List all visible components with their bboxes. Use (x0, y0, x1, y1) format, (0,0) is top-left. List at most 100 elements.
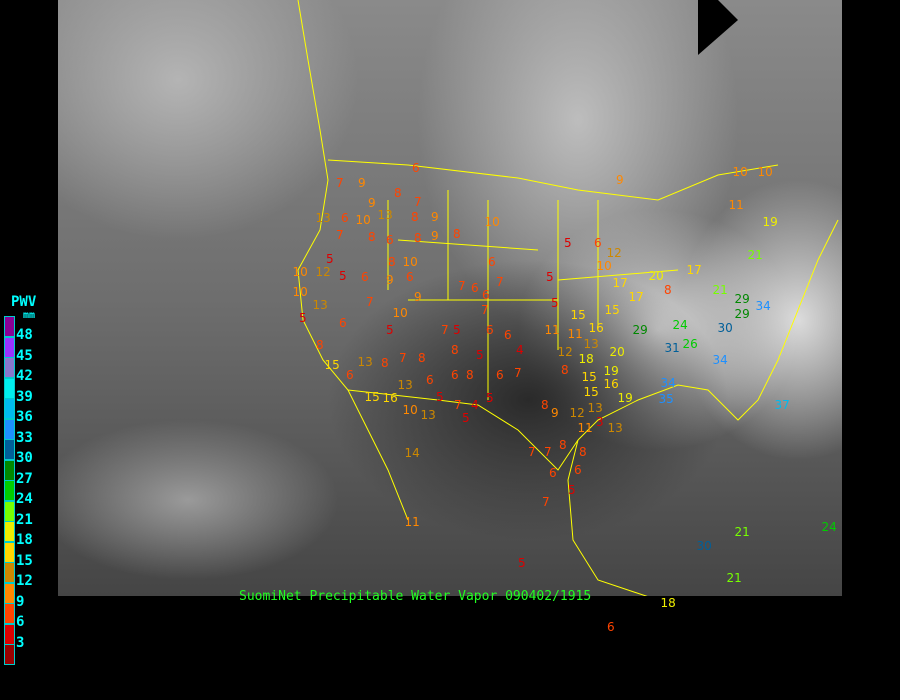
station-pwv-value: 7 (528, 444, 536, 459)
station-pwv-value: 17 (686, 262, 702, 277)
station-pwv-value: 5 (546, 269, 554, 284)
station-pwv-value: 11 (404, 514, 420, 529)
state-lines (387, 190, 679, 400)
station-pwv-value: 35 (658, 391, 674, 406)
station-pwv-value: 6 (504, 327, 512, 342)
station-pwv-value: 6 (361, 269, 369, 284)
legend-label: 9 (16, 593, 25, 610)
station-pwv-value: 9 (358, 175, 366, 190)
station-pwv-value: 7 (366, 294, 374, 309)
station-pwv-value: 21 (712, 282, 728, 297)
station-pwv-value: 5 (462, 410, 470, 425)
legend-label: 12 (16, 573, 33, 589)
station-pwv-value: 6 (488, 254, 496, 269)
station-pwv-value: 6 (471, 280, 479, 295)
station-pwv-value: 20 (648, 268, 664, 283)
station-pwv-value: 13 (357, 354, 373, 369)
station-pwv-value: 17 (628, 289, 644, 304)
station-pwv-value: 8 (414, 230, 422, 245)
us-mexico-border (347, 389, 579, 471)
station-pwv-value: 13 (607, 420, 623, 435)
legend-swatch (4, 644, 15, 665)
station-pwv-value: 10 (484, 214, 500, 229)
legend-label: 45 (16, 347, 33, 364)
station-pwv-value: 12 (557, 344, 573, 359)
station-pwv-value: 5 (386, 322, 394, 337)
station-pwv-value: 9 (386, 272, 394, 287)
station-pwv-value: 9 (431, 209, 439, 224)
station-pwv-value: 8 (541, 397, 549, 412)
station-pwv-value: 16 (382, 390, 398, 405)
station-pwv-value: 5 (326, 251, 334, 266)
station-pwv-value: 15 (364, 389, 380, 404)
station-pwv-value: 3 (596, 414, 604, 429)
station-pwv-value: 8 (559, 437, 567, 452)
station-pwv-value: 37 (774, 397, 790, 412)
station-pwv-value: 8 (418, 350, 426, 365)
station-pwv-value: 7 (481, 302, 489, 317)
station-pwv-value: 19 (617, 390, 633, 405)
legend-label: 33 (16, 429, 33, 446)
station-pwv-value: 8 (381, 355, 389, 370)
satellite-map (58, 0, 842, 596)
legend-label: 42 (16, 368, 33, 384)
legend-label: 30 (16, 450, 33, 466)
station-pwv-value: 21 (726, 570, 742, 585)
station-pwv-value: 18 (660, 595, 676, 610)
station-pwv-value: 5 (564, 235, 572, 250)
station-pwv-value: 5 (436, 389, 444, 404)
legend-label: 36 (16, 409, 33, 425)
station-pwv-value: 15 (583, 384, 599, 399)
station-pwv-value: 6 (607, 619, 615, 634)
station-pwv-value: 10 (757, 164, 773, 179)
station-pwv-value: 24 (821, 519, 837, 534)
station-pwv-value: 14 (404, 445, 420, 460)
station-pwv-value: 5 (518, 555, 526, 570)
legend-swatch (4, 439, 15, 460)
station-pwv-value: 12 (569, 405, 585, 420)
legend-title: PWV (11, 294, 37, 310)
legend-swatch (4, 418, 15, 440)
station-pwv-value: 8 (411, 209, 419, 224)
station-pwv-value: 9 (616, 172, 624, 187)
legend-label: 3 (16, 634, 25, 651)
station-pwv-value: 17 (612, 275, 628, 290)
station-pwv-value: 13 (315, 210, 331, 225)
station-pwv-value: 10 (355, 212, 371, 227)
station-pwv-value: 7 (514, 365, 522, 380)
station-pwv-value: 6 (341, 210, 349, 225)
station-pwv-value: 5 (453, 322, 461, 337)
legend-swatch (4, 603, 15, 624)
legend-swatch (4, 336, 15, 358)
station-pwv-value: 4 (471, 397, 479, 412)
legend-swatch (4, 623, 15, 645)
station-pwv-value: 6 (574, 462, 582, 477)
station-pwv-value: 15 (581, 369, 597, 384)
station-pwv-value: 9 (551, 405, 559, 420)
station-pwv-value: 13 (587, 400, 603, 415)
map-title: SuomiNet Precipitable Water Vapor 090402… (239, 589, 592, 604)
station-pwv-value: 5 (339, 268, 347, 283)
west-coast-line (297, 0, 409, 521)
station-pwv-value: 10 (402, 402, 418, 417)
station-pwv-value: 30 (696, 538, 712, 553)
legend-label: 21 (16, 511, 33, 528)
station-pwv-value: 15 (604, 302, 620, 317)
legend-swatch (4, 316, 15, 337)
legend-label: 6 (16, 614, 25, 630)
station-pwv-value: 7 (336, 227, 344, 242)
station-pwv-value: 5 (476, 347, 484, 362)
station-pwv-value: 18 (578, 351, 594, 366)
station-pwv-value: 8 (466, 367, 474, 382)
station-pwv-value: 34 (660, 375, 676, 390)
station-pwv-value: 8 (388, 254, 396, 269)
legend-swatch (4, 541, 15, 563)
station-pwv-value: 6 (594, 235, 602, 250)
station-pwv-value: 10 (732, 164, 748, 179)
legend-unit: mm (23, 310, 36, 321)
mexico-coast-line (567, 439, 648, 596)
station-pwv-value: 6 (412, 160, 420, 175)
station-pwv-value: 30 (717, 320, 733, 335)
station-pwv-value: 5 (551, 295, 559, 310)
station-pwv-value: 6 (451, 367, 459, 382)
